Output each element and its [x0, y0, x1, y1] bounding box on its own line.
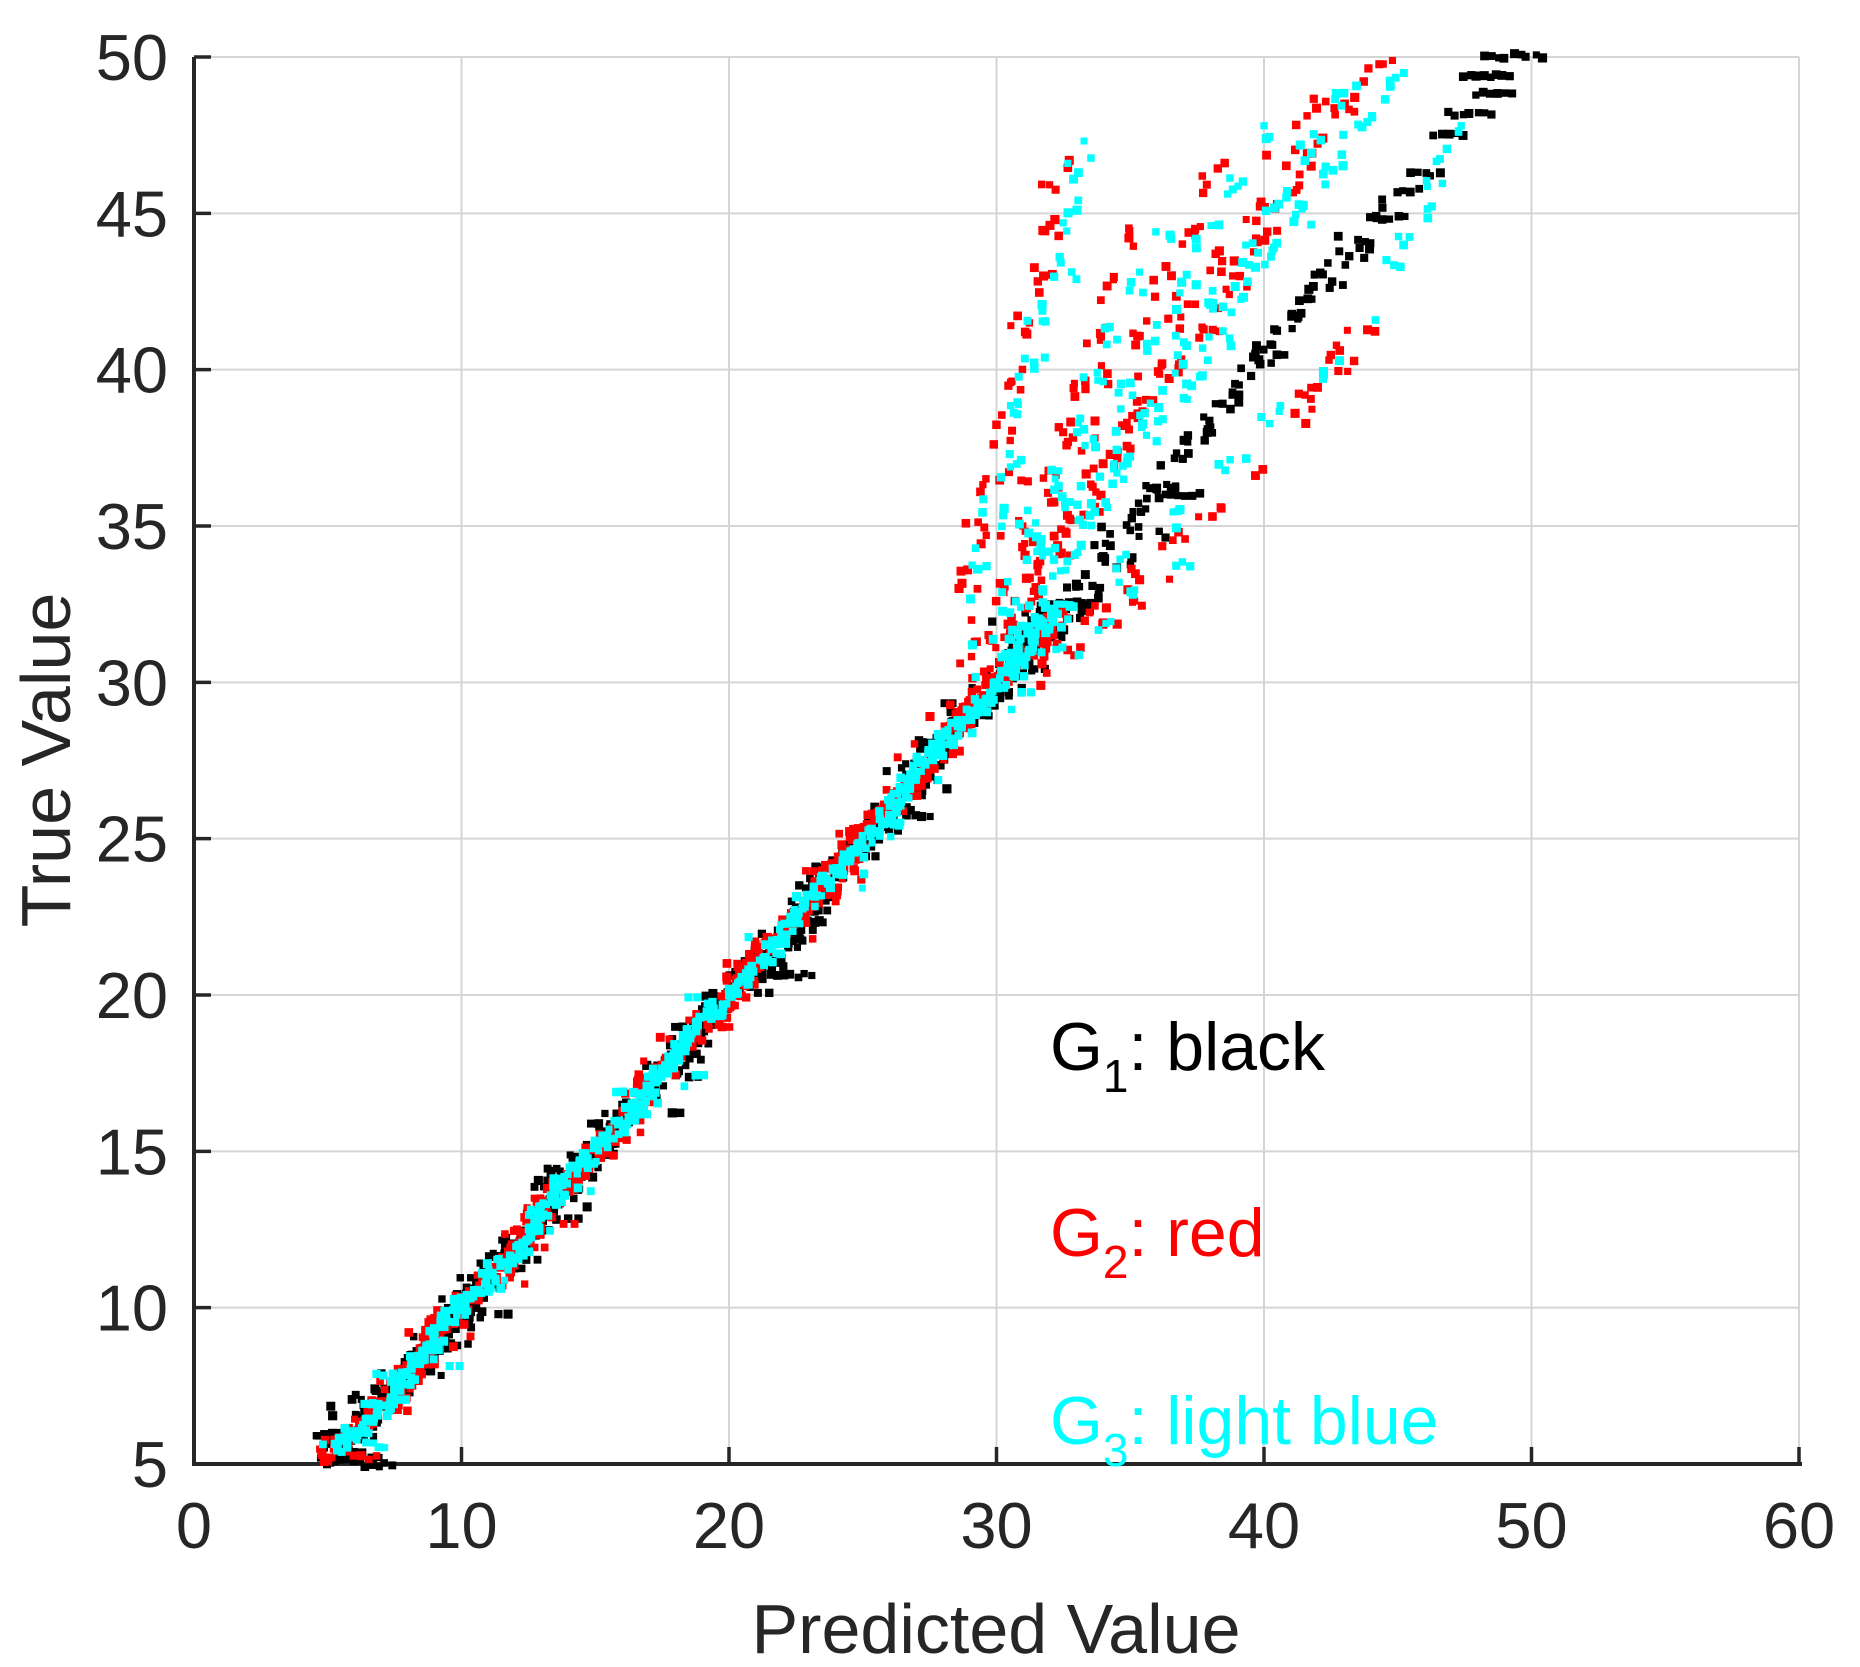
y-tick-label: 45: [96, 177, 168, 250]
y-tick-label: 25: [96, 803, 168, 876]
y-tick-label: 50: [96, 21, 168, 94]
x-tick-label: 30: [960, 1489, 1032, 1562]
data-points: [312, 49, 1548, 1471]
legend-subscript: 3: [1103, 1424, 1129, 1476]
axis-lines: [192, 57, 1802, 1466]
y-axis-label: True Value: [7, 593, 85, 928]
legend-entry-g1: G1: black: [1050, 1009, 1326, 1102]
legend-entry-g3: G3: light blue: [1050, 1383, 1438, 1476]
x-tick-label: 60: [1763, 1489, 1835, 1562]
y-tick-label: 20: [96, 959, 168, 1032]
y-tick-label: 15: [96, 1115, 168, 1188]
y-tick-label: 10: [96, 1272, 168, 1345]
legend: G1: black G2: red G3: light blue: [1050, 1009, 1438, 1476]
y-tick-label: 5: [132, 1428, 168, 1501]
legend-entry-g2: G2: red: [1050, 1195, 1265, 1288]
x-tick-label: 10: [425, 1489, 497, 1562]
legend-subscript: 1: [1103, 1050, 1129, 1102]
y-tick-label: 35: [96, 490, 168, 563]
series-G3-points: [319, 69, 1465, 1456]
legend-subscript: 2: [1103, 1236, 1129, 1288]
y-tick-label: 30: [96, 646, 168, 719]
x-tick-label: 0: [176, 1489, 212, 1562]
x-tick-label: 20: [693, 1489, 765, 1562]
x-tick-label: 40: [1228, 1489, 1300, 1562]
tick-labels: 0 10 20 30 40 50 60 5 10 15 20 25 30 35 40 45 50: [96, 21, 1835, 1562]
y-tick-label: 40: [96, 334, 168, 407]
x-tick-label: 50: [1495, 1489, 1567, 1562]
x-axis-label: Predicted Value: [751, 1590, 1240, 1667]
